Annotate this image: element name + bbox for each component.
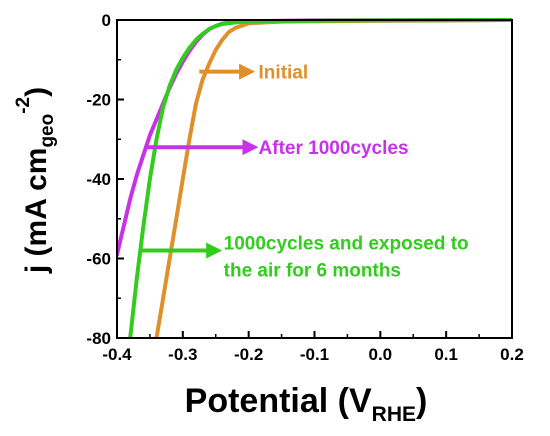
series-curves bbox=[117, 18, 512, 338]
y-tick-label: -20 bbox=[86, 91, 111, 110]
annotation-label-1: Initial bbox=[259, 63, 309, 84]
y-tick-label: -80 bbox=[86, 329, 111, 348]
x-tick-label: 0.0 bbox=[369, 345, 393, 364]
x-axis-title-close: ) bbox=[416, 382, 427, 420]
y-axis-title-close: ) bbox=[20, 87, 53, 97]
annotations: Initial After 1000cycles 1000cycles and ex… bbox=[140, 63, 469, 282]
tick-labels: -0.4 -0.3 -0.2 -0.1 0.0 0.1 0.2 -80 -60 -40 -20 0 bbox=[86, 11, 523, 364]
y-tick-label: 0 bbox=[102, 11, 111, 30]
x-tick-label: -0.3 bbox=[168, 345, 197, 364]
y-axis-title-sup: -2 bbox=[13, 97, 34, 114]
x-tick-label: 0.2 bbox=[500, 345, 524, 364]
series-line-3 bbox=[128, 18, 512, 338]
y-tick-label: -60 bbox=[86, 250, 111, 269]
x-tick-label: -0.1 bbox=[300, 345, 329, 364]
series-line-1 bbox=[154, 18, 512, 338]
y-axis-title-main: j (mA cm bbox=[20, 148, 53, 275]
x-axis-title-main: Potential (V bbox=[185, 382, 372, 420]
x-tick-label: -0.4 bbox=[102, 345, 132, 364]
y-axis-title: j (mA cmgeo-2) bbox=[13, 87, 58, 274]
x-tick-label: 0.1 bbox=[434, 345, 458, 364]
x-axis-title-sub: RHE bbox=[372, 403, 416, 426]
y-axis-title-sub: geo bbox=[37, 114, 58, 148]
annotation-label-3: 1000cycles and exposed to the air for 6 m… bbox=[224, 234, 469, 282]
x-axis-title: Potential (VRHE) bbox=[185, 382, 428, 426]
x-tick-label: -0.2 bbox=[234, 345, 263, 364]
axes bbox=[116, 19, 513, 339]
annotation-label-2: After 1000cycles bbox=[259, 138, 409, 159]
y-tick-label: -40 bbox=[86, 170, 111, 189]
